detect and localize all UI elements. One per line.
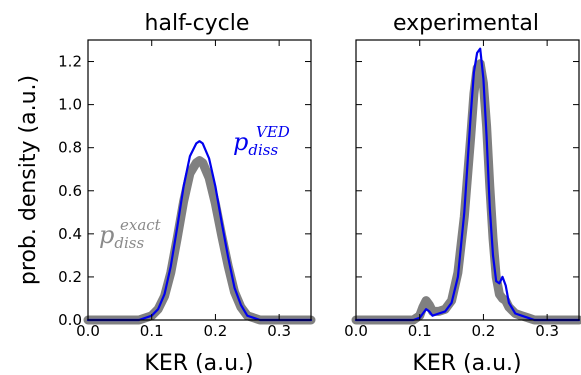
- annotation-exact-sup: exact: [120, 216, 162, 234]
- series-line-ved: [86, 140, 313, 322]
- x-tick-label: 0.3: [535, 322, 559, 340]
- panel-experimental: experimental 0.0 0.1 0.2 0.3 KER (a.u.): [344, 11, 581, 375]
- y-tick-label: 0.8: [58, 139, 82, 157]
- x-tick-label: 0.2: [471, 322, 495, 340]
- plot-frame: [355, 39, 580, 321]
- series-line-exact: [351, 59, 581, 325]
- y-tick-label: 1.0: [58, 96, 82, 114]
- series-layer: [83, 140, 316, 325]
- annotation-exact: pdissexact: [99, 216, 162, 252]
- y-ticks: [356, 61, 579, 321]
- y-ticks: 0.0 0.2 0.4 0.6 0.8 1.0 1.2: [58, 53, 311, 329]
- x-tick-label: 0.2: [203, 322, 227, 340]
- y-tick-label: 0.4: [58, 225, 82, 243]
- panel-title: half-cycle: [145, 11, 250, 36]
- plot-frame: [87, 39, 312, 321]
- x-tick-label: 0.0: [344, 322, 368, 340]
- panel-title: experimental: [393, 11, 539, 36]
- y-tick-label: 1.2: [58, 53, 82, 71]
- x-axis-label: KER (a.u.): [144, 351, 253, 375]
- annotation-ved-sub: diss: [248, 141, 278, 159]
- y-tick-label: 0.6: [58, 182, 82, 200]
- x-axis-label: KER (a.u.): [412, 351, 521, 375]
- annotation-exact-sub: diss: [114, 234, 144, 252]
- y-tick-label: 0.0: [58, 311, 82, 329]
- x-tick-label: 0.0: [76, 322, 100, 340]
- annotation-ved-sup: VED: [256, 123, 290, 141]
- x-tick-label: 0.1: [408, 322, 432, 340]
- series-line-ved: [354, 47, 581, 322]
- x-tick-label: 0.1: [140, 322, 164, 340]
- x-ticks: 0.0 0.1 0.2 0.3: [344, 40, 559, 340]
- panel-half-cycle: half-cycle 0.0 0.1 0.2 0.3 0.0 0.2 0.4 0.6 0.8 1…: [58, 11, 316, 375]
- annotation-exact-base: p: [99, 221, 114, 249]
- y-tick-label: 0.2: [58, 268, 82, 286]
- annotation-ved: pdissVED: [233, 123, 290, 159]
- x-ticks: 0.0 0.1 0.2 0.3: [76, 40, 291, 340]
- y-axis-label: prob. density (a.u.): [16, 75, 41, 285]
- annotation-ved-base: p: [233, 128, 248, 156]
- series-layer: [351, 47, 581, 325]
- x-tick-label: 0.3: [267, 322, 291, 340]
